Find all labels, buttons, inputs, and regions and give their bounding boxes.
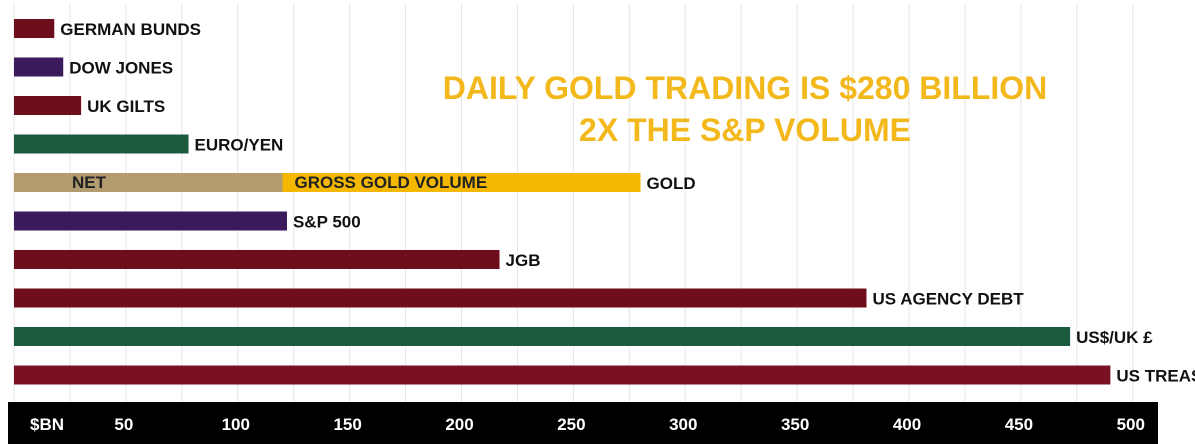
bar-label-s-p-500: S&P 500 — [293, 213, 361, 232]
bar-label-euro-yen: EURO/YEN — [195, 136, 284, 155]
x-tick-label: 450 — [1005, 415, 1033, 434]
x-tick-label: 300 — [669, 415, 697, 434]
x-axis: $BN 50 100 150 200 250 300 350 400 450 500 — [8, 402, 1158, 444]
bar-us-treas — [14, 365, 1111, 385]
bar-us-agency-debt — [14, 288, 867, 308]
bar-us-uk — [14, 327, 1071, 346]
x-axis-band — [8, 402, 1158, 444]
bar-label-jgb: JGB — [506, 251, 541, 270]
bars — [14, 19, 1111, 385]
gold-net-label: NET — [72, 173, 107, 192]
x-tick-label: 100 — [222, 415, 250, 434]
x-tick-label: 400 — [893, 415, 921, 434]
chart-title: DAILY GOLD TRADING IS $280 BILLION 2X TH… — [443, 70, 1048, 148]
bar-euro-yen — [14, 134, 189, 154]
x-tick-label: 250 — [557, 415, 585, 434]
x-tick-label: 50 — [114, 415, 133, 434]
x-tick-label: 200 — [445, 415, 473, 434]
bar-label-us-treas: US TREAS. — [1116, 367, 1195, 386]
x-tick-label: 350 — [781, 415, 809, 434]
bar-uk-gilts — [14, 96, 82, 115]
bar-labels: GERMAN BUNDS DOW JONES UK GILTS EURO/YEN NET… — [60, 20, 1195, 386]
bar-label-us-uk: US$/UK £ — [1076, 328, 1153, 347]
bar-gold-net — [14, 173, 283, 192]
x-tick-label: 150 — [333, 415, 361, 434]
bar-gold-gross — [282, 173, 641, 192]
bar-label-uk-gilts: UK GILTS — [87, 97, 165, 116]
x-axis-unit-label: $BN — [30, 415, 64, 434]
title-line-1: DAILY GOLD TRADING IS $280 BILLION — [443, 70, 1048, 106]
bar-german-bunds — [14, 19, 55, 38]
x-tick-label: 500 — [1117, 415, 1145, 434]
bar-jgb — [14, 250, 500, 269]
bar-label-dow-jones: DOW JONES — [69, 59, 173, 78]
bar-label-gold: GOLD — [647, 174, 696, 193]
bar-label-us-agency-debt: US AGENCY DEBT — [872, 290, 1024, 309]
bar-dow-jones — [14, 57, 64, 77]
bar-s-p-500 — [14, 211, 287, 231]
title-line-2: 2X THE S&P VOLUME — [579, 112, 911, 148]
gold-gross-label: GROSS GOLD VOLUME — [295, 173, 488, 192]
bar-label-german-bunds: GERMAN BUNDS — [60, 20, 201, 39]
